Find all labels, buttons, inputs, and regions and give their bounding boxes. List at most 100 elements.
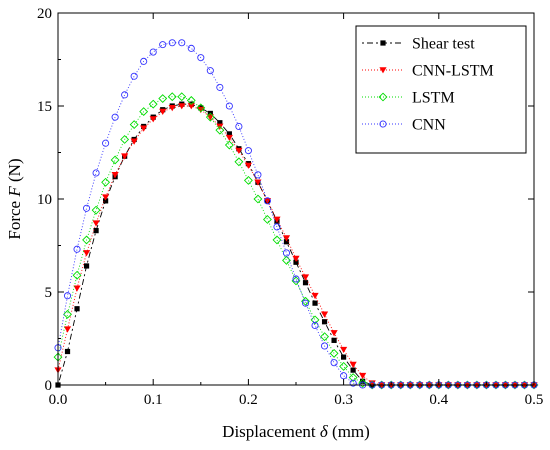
data-point [63, 292, 72, 300]
legend-item: LSTM [362, 90, 455, 107]
legend-label: CNN-LSTM [412, 63, 494, 80]
data-point [225, 134, 233, 142]
data-point [329, 348, 339, 358]
legend-marker [379, 67, 387, 74]
data-point [348, 373, 358, 382]
data-point [358, 378, 368, 388]
data-point [92, 169, 100, 177]
data-point [312, 300, 318, 306]
data-point [301, 299, 310, 307]
legend-marker [380, 40, 386, 46]
legend-item: CNN-LSTM [362, 63, 494, 80]
data-point [196, 103, 206, 113]
data-point [168, 39, 176, 47]
data-point [292, 275, 300, 283]
data-point [254, 171, 262, 179]
x-ticks: 0.0 0.1 0.2 0.3 0.4 0.5 [49, 13, 544, 408]
data-point [244, 147, 252, 155]
y-ticks: 0 5 10 15 20 [37, 6, 534, 394]
data-point [263, 197, 271, 205]
legend-label: Shear test [412, 36, 475, 53]
y-tick-label: 5 [45, 285, 53, 301]
data-point [225, 102, 233, 110]
y-tick-label: 0 [45, 378, 53, 394]
data-point [92, 220, 100, 227]
legend-label: CNN [412, 117, 446, 134]
data-point [359, 372, 367, 380]
data-point [302, 280, 309, 286]
legend-marker [378, 92, 388, 102]
data-point [339, 361, 349, 371]
data-point [72, 270, 82, 280]
data-point [331, 337, 337, 343]
data-point [253, 194, 263, 204]
data-point [101, 177, 111, 187]
data-point [340, 372, 348, 380]
data-point [311, 292, 319, 300]
data-point [177, 92, 187, 102]
data-point [120, 135, 130, 144]
x-tick-label: 0.5 [525, 392, 544, 408]
data-point [320, 311, 329, 318]
data-point [360, 378, 366, 384]
data-point [111, 113, 119, 121]
data-point [235, 122, 243, 131]
data-point [205, 112, 215, 122]
data-point [187, 44, 195, 52]
data-point [206, 67, 214, 75]
data-point [168, 105, 176, 112]
data-point [140, 57, 148, 65]
legend-box [355, 25, 527, 154]
y-axis-label: Force F (N) [5, 158, 24, 239]
y-tick-label: 10 [37, 192, 52, 208]
x-tick-label: 0.2 [239, 392, 258, 408]
data-point [197, 54, 205, 62]
data-point [235, 147, 243, 155]
data-point [82, 235, 91, 245]
data-point [320, 332, 329, 342]
data-point [178, 39, 186, 47]
data-point [244, 162, 252, 169]
data-point [215, 125, 225, 135]
data-point [63, 309, 72, 319]
data-point [217, 120, 223, 126]
data-point [341, 354, 347, 360]
data-point [226, 131, 232, 137]
data-point [272, 235, 282, 245]
data-point [64, 348, 71, 355]
data-point [273, 223, 281, 231]
data-point [158, 94, 168, 103]
data-point [263, 215, 272, 224]
y-tick-label: 20 [37, 6, 52, 22]
data-point [74, 306, 80, 312]
data-point [301, 274, 310, 281]
data-point [282, 255, 291, 265]
data-point [273, 216, 281, 223]
legend: Shear test CNN-LSTM LSTM CNN [355, 25, 527, 154]
data-point [121, 91, 129, 99]
legend-item: Shear test [362, 36, 475, 53]
data-point [243, 175, 253, 185]
data-point [234, 157, 244, 167]
data-point [93, 228, 99, 234]
data-point [83, 263, 90, 269]
data-point [139, 107, 149, 117]
data-point [311, 321, 319, 330]
data-point [216, 83, 224, 91]
x-tick-label: 0.0 [49, 392, 68, 408]
data-point [63, 326, 72, 333]
data-point [130, 138, 138, 145]
data-point [301, 296, 310, 306]
data-point [368, 380, 376, 387]
data-point [83, 204, 91, 212]
data-point [224, 140, 234, 150]
data-point [159, 108, 167, 115]
data-point [167, 92, 177, 102]
data-point [102, 139, 110, 147]
data-point [121, 153, 129, 160]
data-point [340, 346, 348, 354]
legend-label: LSTM [412, 90, 455, 107]
data-point [292, 255, 300, 262]
data-point [187, 103, 195, 110]
y-tick-label: 15 [37, 99, 52, 115]
